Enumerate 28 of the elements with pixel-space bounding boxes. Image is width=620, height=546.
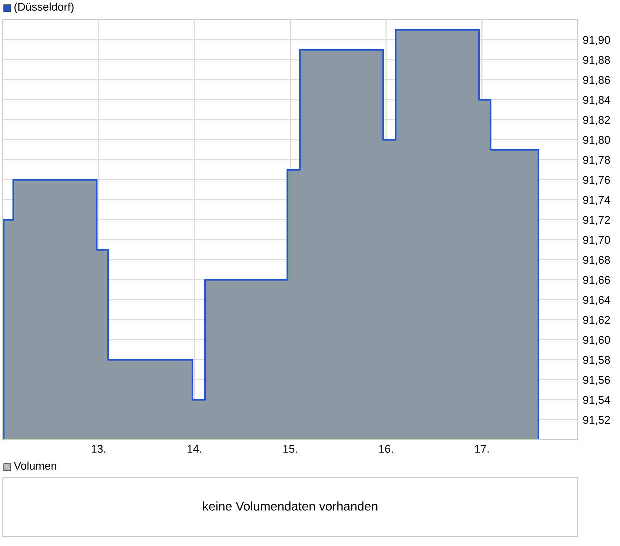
y-tick-label: 91,90: [583, 36, 610, 46]
text: Volumen: [14, 462, 57, 470]
y-tick-label: 91,62: [583, 316, 610, 326]
y-tick-label: 91,70: [583, 236, 610, 246]
y-tick-label: 91,68: [583, 256, 610, 266]
y-tick-label: 91,82: [583, 116, 610, 126]
y-tick-label: 91,86: [583, 76, 610, 86]
y-tick-label: 91,88: [583, 56, 610, 66]
chart-title: (Düsseldorf): [14, 2, 74, 14]
y-tick-label: 91,64: [583, 296, 610, 306]
x-tick-label: 15.: [284, 445, 298, 454]
y-tick-label: 91,58: [583, 356, 610, 366]
y-tick-label: 91,56: [583, 376, 610, 386]
x-tick-label: 13.: [92, 445, 106, 454]
y-tick-label: 91,80: [583, 136, 610, 146]
x-tick-label: 17.: [475, 445, 489, 453]
y-tick-label: 91,76: [583, 176, 610, 186]
y-tick-label: 91,78: [583, 156, 610, 166]
y-tick-label: 91,74: [583, 196, 610, 206]
y-tick-label: 91,54: [583, 396, 610, 406]
y-tick-label: 91,52: [583, 416, 610, 426]
y-tick-label: 91,84: [583, 96, 610, 106]
y-tick-label: 91,72: [583, 216, 610, 226]
y-tick-label: 91,66: [583, 276, 610, 286]
x-tick-label: 14.: [188, 445, 202, 453]
x-tick-label: 16.: [379, 445, 394, 454]
text: keine Volumendaten vorhanden: [203, 502, 378, 511]
y-tick-label: 91,60: [583, 336, 610, 346]
